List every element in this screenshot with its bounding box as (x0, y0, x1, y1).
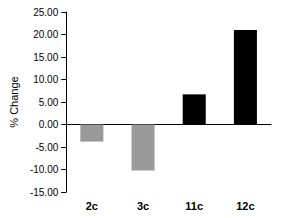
svg-text:12c: 12c (236, 200, 254, 212)
svg-text:0.00: 0.00 (39, 119, 59, 130)
svg-text:20.00: 20.00 (33, 29, 58, 40)
svg-text:5.00: 5.00 (39, 97, 59, 108)
svg-text:-10.00: -10.00 (30, 164, 59, 175)
svg-text:25.00: 25.00 (33, 7, 58, 18)
svg-text:10.00: 10.00 (33, 74, 58, 85)
svg-text:15.00: 15.00 (33, 52, 58, 63)
svg-text:% Change: % Change (8, 76, 20, 127)
svg-text:11c: 11c (185, 200, 203, 212)
svg-text:2c: 2c (86, 200, 98, 212)
svg-text:3c: 3c (137, 200, 149, 212)
svg-text:-15.00: -15.00 (30, 187, 59, 198)
svg-text:-5.00: -5.00 (35, 142, 58, 153)
